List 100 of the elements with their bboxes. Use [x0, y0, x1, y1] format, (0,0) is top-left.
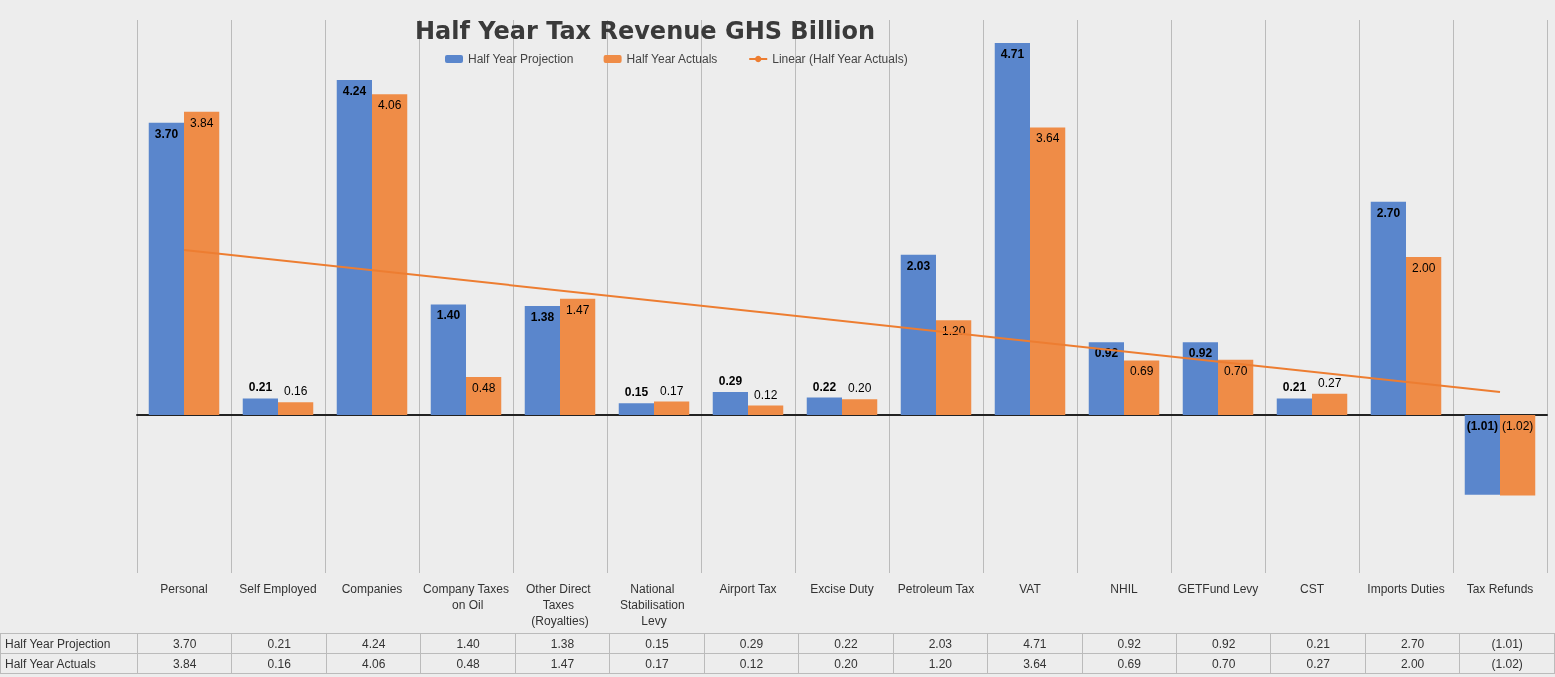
text: 0.48 [471, 381, 496, 396]
bar [336, 80, 372, 415]
data-label: 3.84 [137, 653, 232, 674]
data-label: 0.22 [798, 633, 894, 654]
text: (1.02) [1501, 419, 1534, 433]
text: 2.03 [906, 258, 931, 273]
data-label: 0.69 [1082, 653, 1177, 674]
text: 0.22 [812, 379, 837, 394]
data-label: 2.00 [1365, 653, 1460, 674]
chart-title: Half Year Tax Revenue GHS Billion [415, 17, 876, 45]
x-tick-label: National Stabilisation Levy [619, 582, 689, 628]
bar [842, 399, 878, 415]
text: 0.92 [1188, 346, 1213, 361]
x-tick-label: Airport Tax [719, 582, 777, 596]
bar [1500, 415, 1536, 496]
data-label: 2.70 [1365, 633, 1460, 654]
text: 2.70 [1376, 205, 1401, 220]
bar [278, 402, 314, 415]
bar [748, 405, 784, 415]
text: 3.70 [154, 126, 179, 141]
data-label: 0.17 [609, 653, 705, 674]
text: 0.27 [1317, 375, 1342, 390]
bar [1406, 257, 1442, 415]
data-label: 0.21 [1270, 633, 1366, 654]
data-label: 0.21 [231, 633, 327, 654]
text: 0.21 [1282, 380, 1307, 395]
bar [1088, 342, 1124, 415]
x-tick-label: Companies [341, 582, 403, 596]
data-label: 1.38 [515, 633, 610, 654]
legend-label: Half Year Actuals [626, 52, 718, 66]
data-label: 3.64 [987, 653, 1083, 674]
x-tick-label: Excise Duty [810, 582, 874, 596]
text: Half Year Projection [5, 636, 111, 651]
x-tick-label: Other Direct Taxes (Royalties) [525, 582, 595, 628]
text: 1.38 [530, 309, 555, 324]
bar [994, 42, 1030, 415]
bar [712, 392, 748, 415]
data-label: 3.70 [137, 633, 232, 654]
text: 0.16 [283, 384, 308, 399]
data-label: 0.48 [420, 653, 516, 674]
bar [560, 298, 596, 415]
bar [524, 305, 560, 415]
bar [184, 111, 220, 415]
text: 0.15 [624, 385, 649, 400]
text: 0.70 [1223, 363, 1248, 378]
data-label: 4.06 [326, 653, 421, 674]
data-label: 0.27 [1270, 653, 1366, 674]
x-tick-label: Tax Refunds [1466, 582, 1534, 596]
text: 0.17 [659, 383, 684, 398]
x-tick-label: VAT [1019, 582, 1042, 596]
bar [1276, 398, 1312, 415]
x-tick-label: NHIL [1110, 582, 1138, 596]
text: 0.29 [718, 374, 743, 389]
data-label: 0.92 [1082, 633, 1177, 654]
bar [372, 94, 408, 415]
data-label: 1.20 [893, 653, 988, 674]
x-tick-label: CST [1300, 582, 1325, 596]
bar [618, 403, 654, 415]
bar [466, 377, 502, 415]
bar [1370, 201, 1406, 415]
data-label: (1.01) [1459, 633, 1555, 654]
bar [654, 401, 690, 415]
text: 3.64 [1035, 131, 1060, 146]
text: 1.47 [565, 302, 590, 317]
bar [806, 397, 842, 415]
bar [242, 398, 278, 415]
bar [1312, 393, 1348, 415]
data-label: 4.71 [987, 633, 1083, 654]
data-label: 0.92 [1176, 633, 1271, 654]
x-tick-label: Company Taxes on Oil [423, 582, 509, 612]
text: 4.71 [1000, 46, 1025, 61]
data-label: 0.16 [231, 653, 327, 674]
data-label: 0.15 [609, 633, 705, 654]
text: 0.20 [847, 381, 872, 396]
text: (1.01) [1466, 419, 1499, 433]
text: 4.06 [377, 98, 402, 113]
legend-label: Linear (Half Year Actuals) [772, 52, 908, 66]
data-label: 0.70 [1176, 653, 1271, 674]
data-label: 4.24 [326, 633, 421, 654]
bar [900, 254, 936, 415]
bar [936, 320, 972, 415]
text: 0.21 [248, 380, 273, 395]
bar [1464, 415, 1500, 495]
text: 4.24 [342, 84, 367, 99]
x-tick-label: GETFund Levy [1177, 582, 1259, 596]
text: 3.84 [189, 115, 214, 130]
bar [148, 122, 184, 415]
bar [1030, 127, 1066, 415]
bar [1124, 360, 1160, 415]
data-label: 1.40 [420, 633, 516, 654]
text: 0.69 [1129, 364, 1154, 379]
bar [430, 304, 466, 415]
data-label: 0.20 [798, 653, 894, 674]
data-label: 1.47 [515, 653, 610, 674]
x-tick-label: Imports Duties [1367, 582, 1445, 596]
text: 1.40 [436, 308, 461, 323]
text: 0.12 [753, 387, 778, 402]
x-tick-label: Petroleum Tax [897, 582, 975, 596]
legend-label: Half Year Projection [468, 52, 574, 66]
bar [1182, 342, 1218, 415]
